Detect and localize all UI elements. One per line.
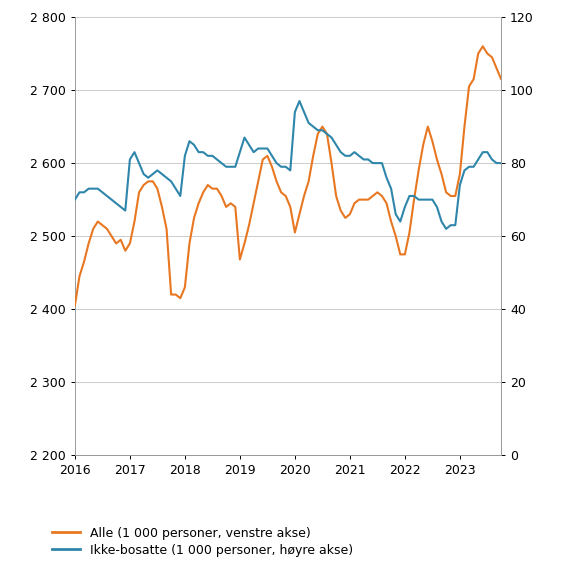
Legend: Alle (1 000 personer, venstre akse), Ikke-bosatte (1 000 personer, høyre akse): Alle (1 000 personer, venstre akse), Ikk… — [52, 527, 353, 557]
